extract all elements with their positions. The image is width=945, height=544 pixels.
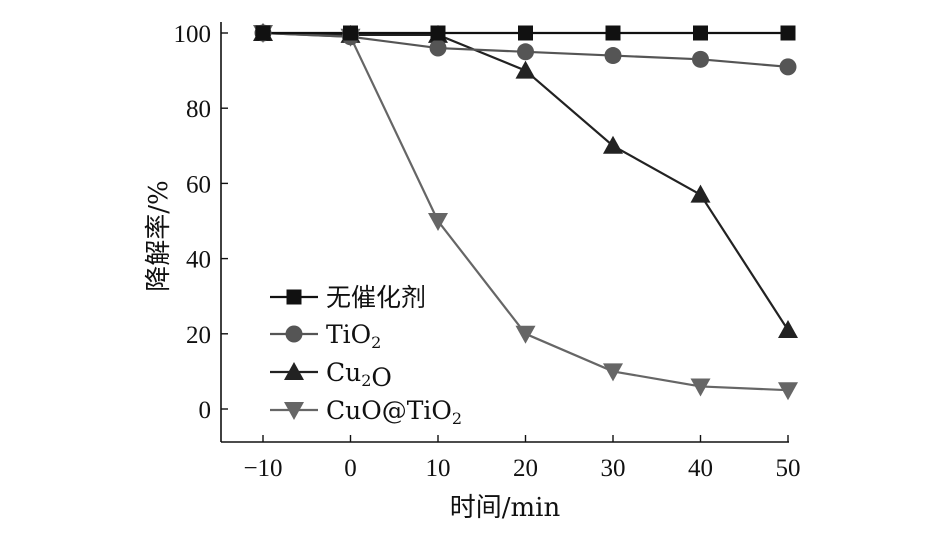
y-tick-label: 100 xyxy=(174,21,212,48)
legend-marker xyxy=(284,402,304,420)
series-markers xyxy=(253,23,798,401)
data-point xyxy=(605,25,621,41)
data-point xyxy=(778,320,798,339)
y-tick-label: 80 xyxy=(186,96,211,123)
data-point xyxy=(690,378,711,397)
data-point xyxy=(515,60,536,79)
data-point xyxy=(692,50,709,68)
y-tick-label: 20 xyxy=(186,322,211,349)
legend-label-subscript: 2 xyxy=(371,333,381,352)
data-point xyxy=(604,47,622,65)
y-tick-label: 60 xyxy=(186,171,211,198)
x-axis-label: 时间/min xyxy=(450,493,561,523)
legend-label: TiO2 xyxy=(326,320,381,352)
legend-label-part: 无催化剂 xyxy=(326,283,426,312)
y-tick-label: 0 xyxy=(199,397,212,424)
data-point xyxy=(603,363,623,382)
x-tick-label: 30 xyxy=(601,455,626,482)
legend-label-part: CuO@TiO xyxy=(326,396,452,425)
data-point xyxy=(693,25,708,41)
x-tick-label: 10 xyxy=(426,455,451,482)
legend-marker xyxy=(286,289,302,305)
data-point xyxy=(428,213,448,231)
x-tick-label: 50 xyxy=(776,455,801,482)
legend-label-part: TiO xyxy=(326,320,371,349)
data-point xyxy=(429,39,447,57)
x-tick-label: 0 xyxy=(344,455,357,482)
legend-label: Cu2O xyxy=(326,358,392,392)
data-point xyxy=(780,25,796,41)
legend-label-part: Cu xyxy=(326,358,361,387)
x-tick-label: 40 xyxy=(688,455,713,482)
y-axis-label: 降解率/% xyxy=(144,180,174,291)
y-tick-label: 40 xyxy=(186,247,211,274)
data-point xyxy=(343,25,358,41)
legend-label-part: O xyxy=(371,363,392,392)
data-point xyxy=(515,325,536,344)
legend-marker xyxy=(284,362,304,380)
data-point xyxy=(779,58,797,76)
legend-marker xyxy=(285,325,303,343)
data-point xyxy=(518,25,533,41)
legend-label: CuO@TiO2 xyxy=(326,396,462,428)
x-tick-label: −10 xyxy=(243,455,282,482)
data-point xyxy=(690,184,711,203)
data-point xyxy=(255,25,271,41)
data-point xyxy=(603,135,623,154)
x-tick-label: 20 xyxy=(513,455,538,482)
data-point xyxy=(517,43,534,61)
axes: 0 20 40 60 80 100 −10 0 10 20 30 40 50 xyxy=(174,21,801,482)
legend-label-subscript: 2 xyxy=(452,409,462,428)
data-point xyxy=(778,382,798,401)
legend-label: 无催化剂 xyxy=(326,283,426,312)
data-point xyxy=(430,25,446,41)
legend-label-subscript: 2 xyxy=(361,371,371,390)
